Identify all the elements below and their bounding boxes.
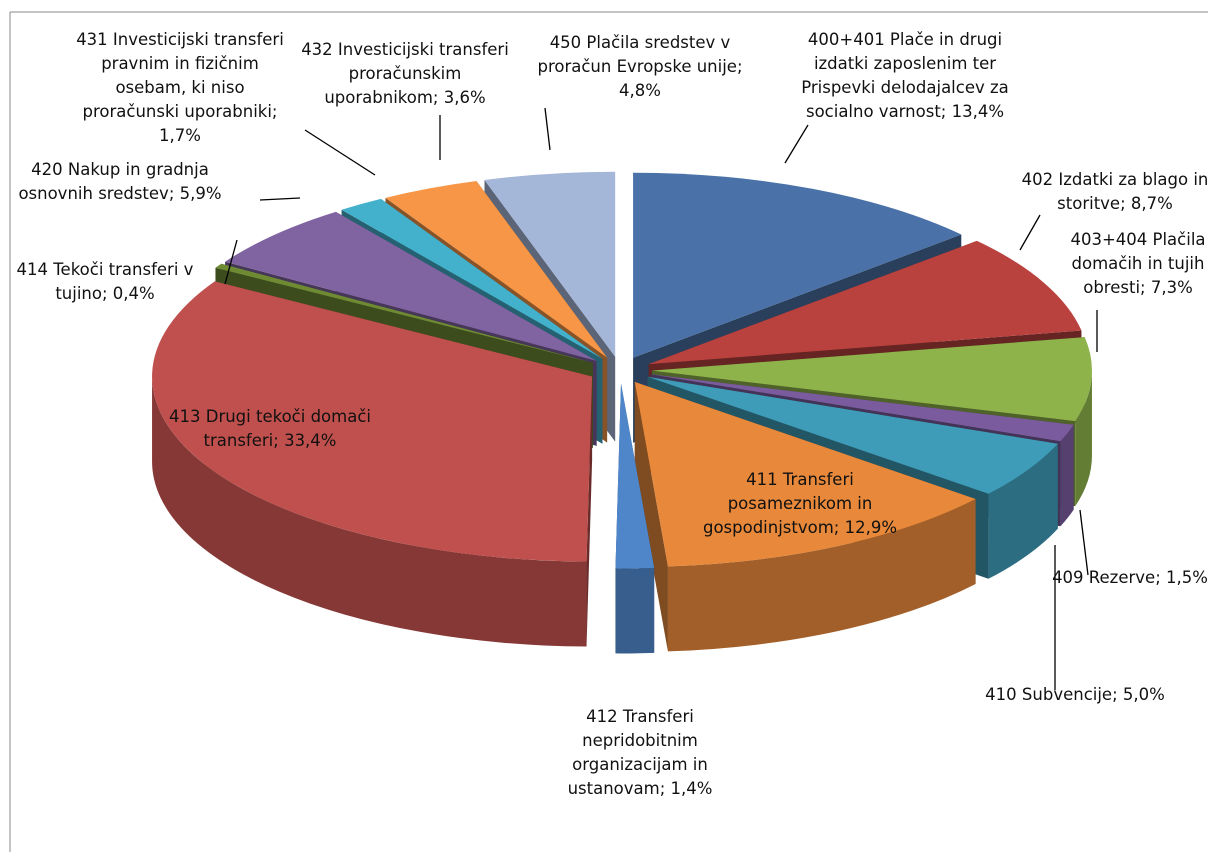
slice-wall [1075,370,1092,507]
data-label-line: storitve; 8,7% [1057,194,1173,213]
data-label: 413 Drugi tekoči domači transferi; 33,4% [169,407,371,450]
data-label-line: 450 Plačila sredstev v [550,33,731,52]
data-label-line: uporabnikom; 3,6% [324,88,485,107]
data-label-line: 420 Nakup in gradnja [31,160,209,179]
labels: 400+401 Plače in drugi izdatki zaposlenim… [17,30,1208,798]
data-label: 403+404 Plačila domačih in tujih obresti; … [1070,230,1205,297]
slice-top [385,181,608,358]
slice [152,281,593,647]
leader-line [304,129,376,176]
data-label: 450 Plačila sredstev v proračun Evropske … [537,33,742,100]
data-label-line: ustanovam; 1,4% [568,779,713,798]
slice-wall [1060,424,1074,527]
slice-wall [667,498,976,652]
slice-top [225,211,597,361]
data-label-line: socialno varnost; 13,4% [806,102,1004,121]
leader-line [784,124,809,164]
data-label-line: posameznikom in [728,494,873,513]
data-label-line: osnovnih sredstev; 5,9% [18,184,221,203]
data-label: 432 Investicijski transferi proračunskim u… [301,40,509,107]
slice-top [341,198,603,359]
data-label: 409 Rezerve; 1,5% [1052,568,1208,587]
slice-wall [152,376,587,647]
data-label-line: domačih in tujih [1072,254,1205,273]
data-label-line: 410 Subvencije; 5,0% [985,685,1165,704]
data-label-line: 1,7% [159,126,201,145]
data-label: 410 Subvencije; 5,0% [985,685,1165,704]
slice-side [634,381,668,652]
slice-wall [615,567,655,654]
leader-line [544,107,551,151]
slices [152,171,1092,654]
data-label-line: Prispevki delodajalcev za [801,78,1009,97]
data-label-line: 412 Transferi [586,707,694,726]
slice-top [215,263,593,363]
data-label-line: gospodinjstvom; 12,9% [703,518,897,537]
data-label-line: osebam, ki niso [115,78,244,97]
data-label-line: 400+401 Plače in drugi [808,30,1002,49]
data-label: 420 Nakup in gradnja osnovnih sredstev; 5… [18,160,221,203]
leader-line [259,197,301,201]
slice-top [634,381,976,567]
data-label-line: 4,8% [619,81,661,100]
slice [615,383,655,654]
slice-top [615,383,655,569]
data-label-line: 409 Rezerve; 1,5% [1052,568,1208,587]
data-label-line: 411 Transferi [746,470,854,489]
data-label: 412 Transferi nepridobitnim organizacijam … [568,707,713,798]
slice-top [648,240,1082,365]
data-label-line: 403+404 Plačila [1070,230,1205,249]
leader-line [1079,509,1089,576]
data-label-line: obresti; 7,3% [1083,278,1193,297]
data-label-line: 414 Tekoči transferi v [17,260,194,279]
data-label-line: nepridobitnim [582,731,698,750]
data-label-line: proračunski uporabniki; [83,102,278,121]
leader-line [224,239,238,285]
slice [634,381,976,652]
slice-top [650,374,1074,442]
slice-top [651,337,1092,422]
data-label-line: izdatki zaposlenim ter [814,54,996,73]
data-label-line: 413 Drugi tekoči domači [169,407,371,426]
data-label: 400+401 Plače in drugi izdatki zaposlenim… [801,30,1009,121]
data-label: 402 Izdatki za blago in storitve; 8,7% [1022,170,1208,213]
slice-top [647,376,1058,494]
data-label-line: 402 Izdatki za blago in [1022,170,1208,189]
leaders [224,107,1098,690]
data-label: 414 Tekoči transferi v tujino; 0,4% [17,260,194,303]
data-label-line: proračun Evropske unije; [537,57,742,76]
leader-line [1019,214,1041,251]
data-label-line: proračunskim [349,64,462,83]
data-label: 431 Investicijski transferi pravnim in fi… [76,30,284,145]
data-label-line: 431 Investicijski transferi [76,30,284,49]
slice-wall [988,443,1058,579]
data-label-line: tujino; 0,4% [55,284,154,303]
slice-top [152,281,593,562]
data-label-line: pravnim in fizičnim [101,54,259,73]
data-label-line: transferi; 33,4% [204,431,337,450]
data-label-line: 432 Investicijski transferi [301,40,509,59]
data-label: 411 Transferi posameznikom in gospodinjstv… [703,470,897,537]
slice-top [484,171,616,357]
data-label-line: organizacijam in [572,755,708,774]
slice-top [633,172,962,358]
